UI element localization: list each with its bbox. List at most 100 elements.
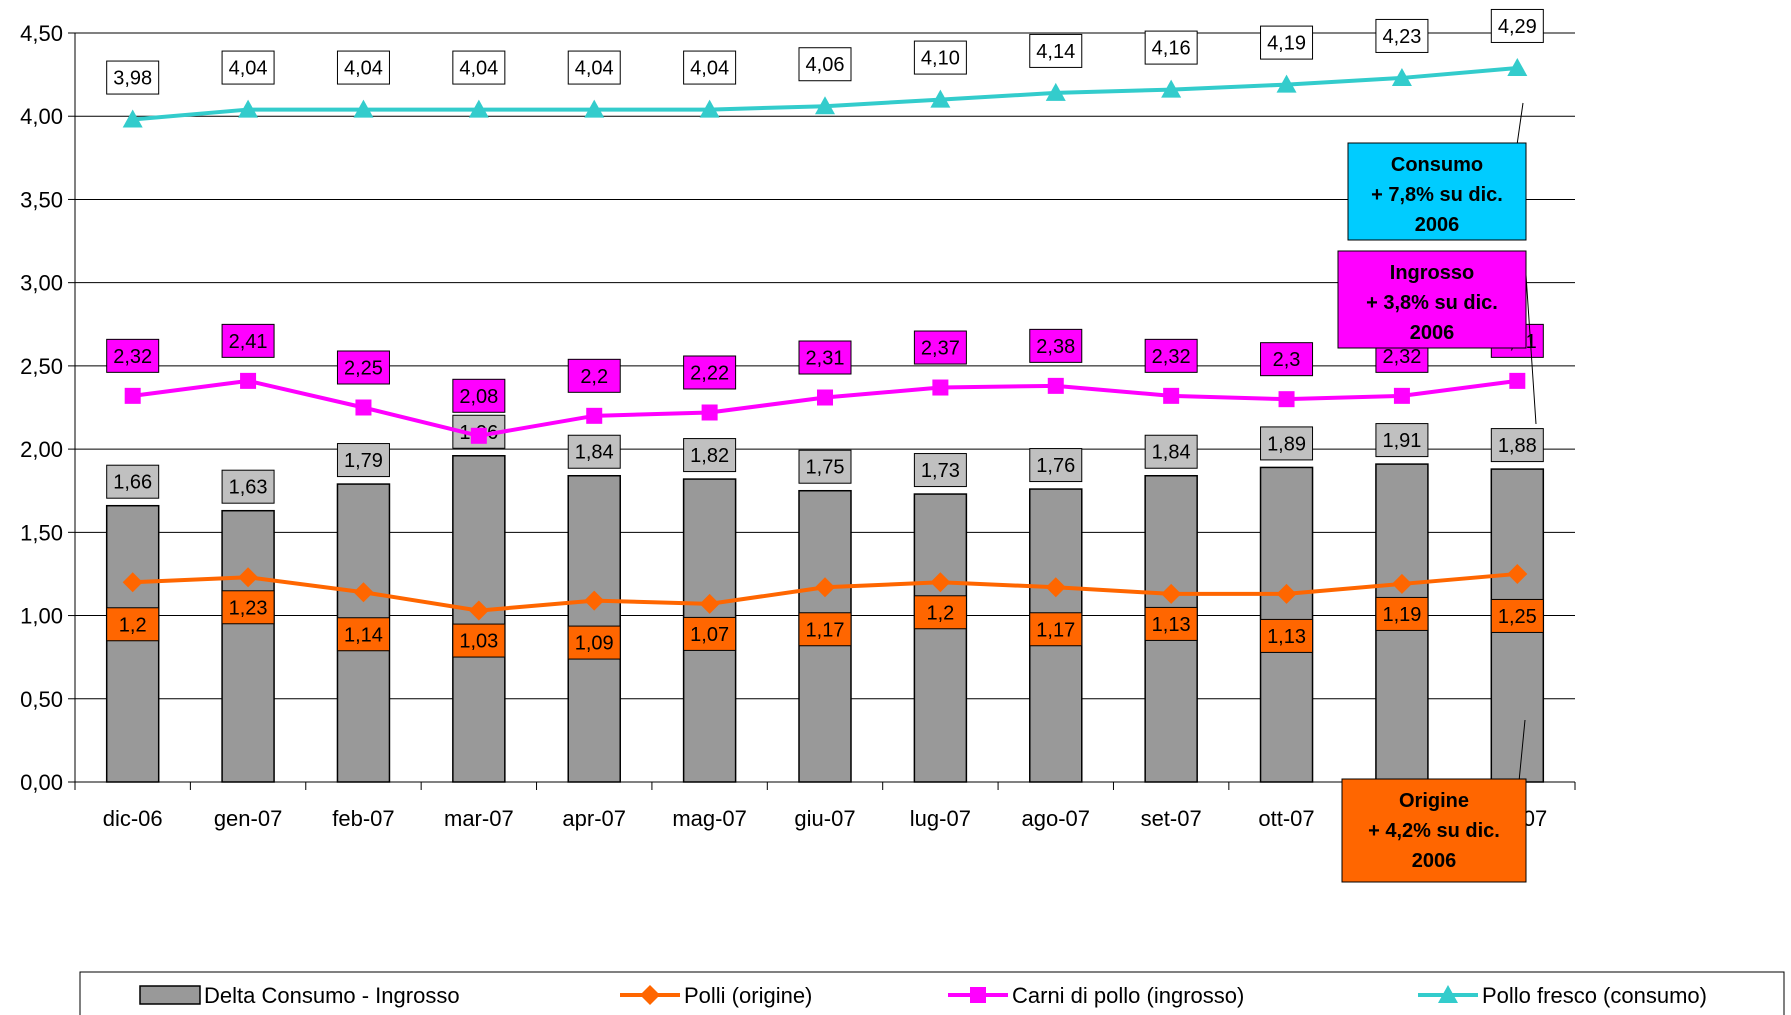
data-label: 1,66: [113, 472, 152, 494]
data-label-box: [106, 338, 160, 373]
data-label: 1,14: [344, 624, 383, 646]
annotation-text: + 4,2% su dic.: [1368, 820, 1500, 842]
y-axis: 0,00 0,50 1,00 1,50 2,00 2,50 3,00 3,50 4,00 4,50: [20, 21, 75, 795]
data-label-box: [798, 449, 852, 484]
legend-swatch: [139, 985, 201, 1005]
x-tick-label: mag-07: [672, 806, 747, 831]
annotation-box: [1341, 778, 1527, 883]
data-label: 4,04: [575, 58, 614, 80]
series-pollo-fresco-consumo: [122, 57, 1528, 128]
data-label: 1,76: [1036, 455, 1075, 477]
data-label: 4,14: [1036, 41, 1075, 63]
legend-frame: [79, 971, 1785, 1015]
point-marker: [238, 99, 259, 118]
point-marker: [1047, 377, 1064, 394]
x-tick-label: apr-07: [562, 806, 626, 831]
y-tick-label: 3,00: [20, 271, 63, 296]
data-label: 1,03: [459, 631, 498, 653]
data-label: 2,38: [1036, 336, 1075, 358]
y-tick-label: 0,00: [20, 770, 63, 795]
data-label-box: [1375, 596, 1429, 631]
data-label: 1,84: [575, 442, 614, 464]
data-label: 1,63: [229, 477, 268, 499]
data-label: 4,04: [229, 58, 268, 80]
point-marker: [586, 407, 603, 424]
point-marker: [1509, 372, 1526, 389]
data-label-box: [1490, 8, 1544, 43]
legend-item: Polli (origine): [620, 983, 812, 1008]
y-tick-label: 1,50: [20, 520, 63, 545]
data-label: 4,04: [344, 58, 383, 80]
data-label: 1,79: [344, 450, 383, 472]
data-label: 1,73: [921, 460, 960, 482]
data-label-box: [1029, 33, 1083, 68]
data-label-box: [567, 625, 621, 660]
data-label: 1,19: [1382, 604, 1421, 626]
data-label: 1,23: [229, 597, 268, 619]
data-labels: 1,2 1,23 1,14 1,03 1,09 1,07 1,17 1,2 1,17 1,13 1,…: [106, 590, 1544, 660]
legend-marker: [970, 987, 986, 1003]
data-label: 3,98: [113, 68, 152, 90]
point-marker: [122, 572, 143, 593]
data-label: 1,2: [926, 602, 954, 624]
annotation-text: Consumo: [1391, 154, 1483, 176]
legend-label: Pollo fresco (consumo): [1482, 983, 1707, 1008]
point-marker: [355, 399, 372, 416]
data-label: 4,10: [921, 48, 960, 70]
bar: [221, 509, 275, 783]
data-label-box: [221, 323, 275, 358]
point-marker: [1163, 387, 1180, 404]
data-label: 2,41: [229, 331, 268, 353]
point-marker: [1391, 67, 1412, 86]
annotation-box: [1337, 250, 1527, 349]
data-label: 1,82: [690, 445, 729, 467]
data-label: 2,22: [690, 362, 729, 384]
data-label: 4,29: [1498, 16, 1537, 38]
data-label: 1,13: [1267, 626, 1306, 648]
data-label: 4,19: [1267, 33, 1306, 55]
data-label: 1,2: [119, 614, 147, 636]
legend-marker: [640, 985, 660, 1005]
data-label-box: [336, 50, 390, 85]
data-label: 2,31: [806, 348, 845, 370]
annotation-text: + 7,8% su dic.: [1371, 184, 1503, 206]
data-label-box: [1260, 25, 1314, 60]
point-marker: [124, 387, 141, 404]
data-label: 2,32: [1152, 346, 1191, 368]
data-label-box: [221, 50, 275, 85]
data-label: 1,13: [1152, 614, 1191, 636]
point-marker: [584, 99, 605, 118]
data-label-box: [1029, 328, 1083, 363]
data-label-box: [1260, 426, 1314, 461]
point-marker: [699, 99, 720, 118]
data-label-box: [221, 590, 275, 625]
data-label-box: [1260, 618, 1314, 653]
data-label: 1,84: [1152, 442, 1191, 464]
data-label: 2,08: [459, 386, 498, 408]
data-label: 2,2: [580, 366, 608, 388]
data-label-box: [336, 350, 390, 385]
data-label: 1,25: [1498, 606, 1537, 628]
data-label-box: [798, 47, 852, 82]
data-label: 4,04: [690, 58, 729, 80]
data-label-box: [567, 50, 621, 85]
data-labels: 3,98 4,04 4,04 4,04 4,04 4,04 4,06 4,10 4,14 4,16…: [106, 8, 1544, 95]
data-label-box: [683, 616, 737, 651]
point-marker: [699, 593, 720, 614]
data-label-box: [1144, 434, 1198, 469]
data-label: 2,37: [921, 338, 960, 360]
point-marker: [1161, 583, 1182, 604]
data-label-box: [1144, 606, 1198, 641]
data-label-box: [452, 50, 506, 85]
annotation-callout: Origine + 4,2% su dic. 2006: [1341, 719, 1527, 883]
annotation-text: 2006: [1412, 850, 1457, 872]
point-marker: [584, 590, 605, 611]
data-label-box: [1260, 342, 1314, 377]
x-tick-label: giu-07: [794, 806, 855, 831]
bar: [105, 504, 160, 783]
data-label: 1,17: [806, 619, 845, 641]
data-label-box: [913, 595, 967, 630]
annotation-text: + 3,8% su dic.: [1366, 292, 1498, 314]
data-label: 4,06: [806, 54, 845, 76]
y-tick-label: 4,50: [20, 21, 63, 46]
